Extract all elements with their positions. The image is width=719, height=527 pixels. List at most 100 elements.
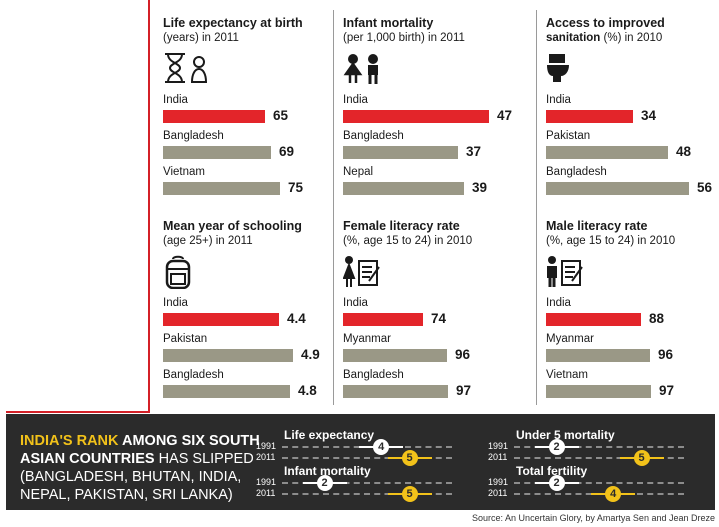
rank-track xyxy=(514,457,684,459)
bar xyxy=(546,110,633,123)
value-label: 88 xyxy=(649,311,665,326)
chart-subtitle: (years) in 2011 xyxy=(163,31,353,46)
bar xyxy=(343,313,423,326)
category-label: India xyxy=(546,297,571,309)
bar xyxy=(163,313,279,326)
rank-year-label: 2011 xyxy=(256,452,276,462)
category-label: Bangladesh xyxy=(343,130,404,142)
chart-subtitle-text: (years) in 2011 xyxy=(163,32,239,44)
rank-year-label: 2011 xyxy=(256,488,276,498)
rank-marker: 4 xyxy=(373,439,390,455)
rank-marker: 2 xyxy=(548,475,565,491)
value-label: 74 xyxy=(431,311,447,326)
rank-marker: 4 xyxy=(605,486,622,502)
category-label: India xyxy=(546,94,571,106)
rank-year-label: 2011 xyxy=(488,452,508,462)
rank-metric: Total fertility 1991 2 2011 4 xyxy=(488,464,684,506)
value-label: 4.8 xyxy=(298,383,317,398)
rank-year-label: 1991 xyxy=(488,477,509,487)
bar xyxy=(163,182,280,195)
rank-metric-title: Under 5 mortality xyxy=(516,428,615,442)
rank-marker: 5 xyxy=(633,450,650,466)
rank-track xyxy=(514,482,684,484)
rank-metric: Infant mortality 1991 2 2011 5 xyxy=(256,464,452,506)
value-label: 96 xyxy=(455,347,471,362)
bar xyxy=(163,146,271,159)
rank-track xyxy=(282,493,452,495)
rank-metric: Life expectancy 1991 4 2011 5 xyxy=(256,428,452,470)
category-label: Vietnam xyxy=(546,369,588,381)
category-label: Vietnam xyxy=(163,166,205,178)
value-label: 97 xyxy=(659,383,675,398)
rank-heading-highlight: INDIA'S RANK xyxy=(20,433,119,449)
red-rule xyxy=(6,411,150,413)
rank-metric: Under 5 mortality 1991 2 2011 5 xyxy=(488,428,684,470)
chart-subtitle: (%, age 15 to 24) in 2010 xyxy=(343,234,533,249)
value-label: 47 xyxy=(497,108,513,123)
rank-year-label: 2011 xyxy=(488,488,508,498)
chart-subtitle-text: (%) in 2010 xyxy=(603,32,663,44)
chart-subtitle: (age 25+) in 2011 xyxy=(163,234,353,249)
rank-track xyxy=(282,482,452,484)
bar xyxy=(546,385,651,398)
backpack-icon xyxy=(163,255,207,294)
chart-title: Life expectancy at birth xyxy=(163,16,303,30)
category-label: India xyxy=(343,297,368,309)
rank-marker: 5 xyxy=(401,486,418,502)
rank-heading-rest: HAS SLIPPED (BANGLADESH, BHUTAN, INDIA, … xyxy=(20,451,254,503)
chart-title: Female literacy rate xyxy=(343,219,460,233)
category-label: Bangladesh xyxy=(343,369,404,381)
chart-subtitle-text: (%, age 15 to 24) in 2010 xyxy=(546,235,676,247)
bar xyxy=(163,110,265,123)
bar xyxy=(343,146,458,159)
rank-box: INDIA'S RANK AMONG SIX SOUTH ASIAN COUNT… xyxy=(6,414,715,510)
rank-year-label: 1991 xyxy=(488,441,509,451)
category-label: Pakistan xyxy=(163,333,208,345)
value-label: 39 xyxy=(472,180,488,195)
value-label: 69 xyxy=(279,144,295,159)
category-label: Myanmar xyxy=(343,333,391,345)
value-label: 48 xyxy=(676,144,692,159)
category-label: Myanmar xyxy=(546,333,594,345)
chart-subtitle-text: (age 25+) in 2011 xyxy=(163,235,253,247)
value-label: 37 xyxy=(466,144,482,159)
source-note: Source: An Uncertain Glory, by Amartya S… xyxy=(472,513,715,523)
bar xyxy=(163,349,293,362)
chart-grid xyxy=(333,10,537,405)
rank-marker: 5 xyxy=(401,450,418,466)
bar xyxy=(343,385,448,398)
chart-subtitle-text: (per 1,000 birth) in 2011 xyxy=(343,32,465,44)
chart-title: Mean year of schooling xyxy=(163,219,302,233)
chart-subtitle-text: (%, age 15 to 24) in 2010 xyxy=(343,235,473,247)
column-divider xyxy=(333,10,334,405)
rank-metric-title: Infant mortality xyxy=(284,464,371,478)
bar xyxy=(546,313,641,326)
rank-year-label: 1991 xyxy=(256,441,277,451)
bar xyxy=(546,349,650,362)
bar xyxy=(546,146,668,159)
category-label: India xyxy=(163,297,188,309)
chart-title: Infant mortality xyxy=(343,16,434,30)
category-label: India xyxy=(343,94,368,106)
value-label: 65 xyxy=(273,108,289,123)
rank-marker: 2 xyxy=(548,439,565,455)
category-label: Bangladesh xyxy=(546,166,607,178)
toilet-icon xyxy=(546,52,590,91)
bar xyxy=(546,182,689,195)
chart-title: Male literacy rate xyxy=(546,219,648,233)
bar xyxy=(343,349,447,362)
value-label: 97 xyxy=(456,383,472,398)
bar xyxy=(343,110,489,123)
chart-title: sanitation xyxy=(546,32,604,44)
chart-panel: Male literacy rate (%, age 15 to 24) in 2… xyxy=(546,219,719,249)
rank-heading: INDIA'S RANK AMONG SIX SOUTH ASIAN COUNT… xyxy=(20,432,270,504)
rank-track xyxy=(514,446,684,448)
bar xyxy=(163,385,290,398)
red-rule xyxy=(148,0,150,413)
value-label: 4.9 xyxy=(301,347,320,362)
rank-year-label: 1991 xyxy=(256,477,277,487)
chart-title: Access to improved xyxy=(546,16,665,30)
chart-panel: Access to improved sanitation (%) in 2010 xyxy=(546,16,719,46)
chart-panel: Infant mortality (per 1,000 birth) in 201… xyxy=(343,16,533,46)
value-label: 34 xyxy=(641,108,657,123)
